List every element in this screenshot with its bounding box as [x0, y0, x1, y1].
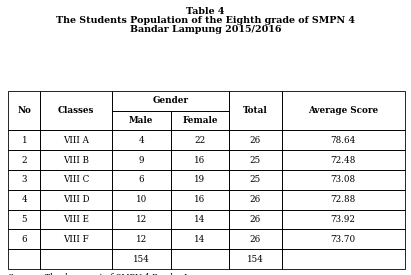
Bar — [112, 170, 171, 190]
Bar — [229, 229, 282, 249]
Bar — [282, 150, 405, 170]
Text: VIII D: VIII D — [63, 195, 89, 204]
Text: 73.92: 73.92 — [331, 215, 356, 224]
Text: 22: 22 — [194, 136, 206, 145]
Bar — [40, 91, 112, 130]
Bar — [8, 229, 40, 249]
Bar — [112, 91, 229, 111]
Bar — [40, 130, 112, 150]
Text: 4: 4 — [21, 195, 27, 204]
Bar — [8, 249, 40, 269]
Bar — [171, 170, 229, 190]
Bar — [282, 170, 405, 190]
Bar — [112, 130, 171, 150]
Text: 72.48: 72.48 — [330, 156, 356, 164]
Bar — [229, 170, 282, 190]
Text: 12: 12 — [136, 235, 147, 244]
Text: VIII C: VIII C — [63, 175, 89, 184]
Text: VIII F: VIII F — [63, 235, 89, 244]
Bar — [171, 229, 229, 249]
Bar — [40, 210, 112, 229]
Text: 2: 2 — [21, 156, 27, 164]
Bar — [229, 190, 282, 210]
Text: 26: 26 — [250, 235, 261, 244]
Bar — [282, 91, 405, 130]
Bar — [112, 249, 171, 269]
Text: The Students Population of the Eighth grade of SMPN 4: The Students Population of the Eighth gr… — [56, 16, 355, 25]
Text: 3: 3 — [21, 175, 27, 184]
Bar — [8, 210, 40, 229]
Text: 5: 5 — [21, 215, 27, 224]
Bar — [40, 170, 112, 190]
Text: 154: 154 — [247, 255, 264, 263]
Bar — [282, 249, 405, 269]
Bar — [40, 190, 112, 210]
Bar — [112, 190, 171, 210]
Text: VIII B: VIII B — [63, 156, 89, 164]
Text: 25: 25 — [250, 156, 261, 164]
Bar — [229, 130, 282, 150]
Text: 25: 25 — [250, 175, 261, 184]
Text: 4: 4 — [139, 136, 144, 145]
Text: 14: 14 — [194, 235, 206, 244]
Text: 16: 16 — [194, 156, 206, 164]
Bar — [171, 150, 229, 170]
Text: 1: 1 — [21, 136, 27, 145]
Bar — [112, 111, 171, 130]
Text: 154: 154 — [133, 255, 150, 263]
Text: Male: Male — [129, 116, 153, 125]
Bar — [171, 111, 229, 130]
Bar — [40, 229, 112, 249]
Bar — [282, 210, 405, 229]
Bar — [229, 150, 282, 170]
Text: 9: 9 — [139, 156, 144, 164]
Bar — [8, 190, 40, 210]
Text: VIII E: VIII E — [63, 215, 89, 224]
Text: 73.08: 73.08 — [330, 175, 356, 184]
Text: 78.64: 78.64 — [330, 136, 356, 145]
Text: 73.70: 73.70 — [330, 235, 356, 244]
Bar — [112, 210, 171, 229]
Text: Total: Total — [243, 106, 268, 115]
Bar — [171, 190, 229, 210]
Bar — [40, 249, 112, 269]
Bar — [40, 150, 112, 170]
Bar — [282, 190, 405, 210]
Text: 26: 26 — [250, 136, 261, 145]
Bar — [8, 91, 40, 130]
Text: Source : The document of SMPN 4 Bandar Lampung: Source : The document of SMPN 4 Bandar L… — [8, 273, 222, 275]
Text: Average Score: Average Score — [308, 106, 378, 115]
Text: 6: 6 — [21, 235, 27, 244]
Bar — [282, 130, 405, 150]
Text: Classes: Classes — [58, 106, 94, 115]
Bar — [112, 229, 171, 249]
Bar — [282, 229, 405, 249]
Text: 26: 26 — [250, 215, 261, 224]
Bar — [171, 249, 229, 269]
Bar — [229, 91, 282, 130]
Text: Table 4: Table 4 — [186, 7, 225, 16]
Text: 14: 14 — [194, 215, 206, 224]
Bar — [171, 210, 229, 229]
Text: 16: 16 — [194, 195, 206, 204]
Bar — [8, 150, 40, 170]
Text: 26: 26 — [250, 195, 261, 204]
Text: 12: 12 — [136, 215, 147, 224]
Bar — [171, 130, 229, 150]
Bar — [229, 210, 282, 229]
Text: 6: 6 — [139, 175, 144, 184]
Text: 10: 10 — [136, 195, 147, 204]
Text: 19: 19 — [194, 175, 206, 184]
Bar — [112, 150, 171, 170]
Text: Bandar Lampung 2015/2016: Bandar Lampung 2015/2016 — [130, 25, 281, 34]
Text: Female: Female — [182, 116, 218, 125]
Text: Gender: Gender — [152, 96, 189, 105]
Bar — [8, 170, 40, 190]
Text: VIII A: VIII A — [63, 136, 89, 145]
Text: No: No — [17, 106, 31, 115]
Bar — [229, 249, 282, 269]
Text: 72.88: 72.88 — [330, 195, 356, 204]
Bar — [8, 130, 40, 150]
